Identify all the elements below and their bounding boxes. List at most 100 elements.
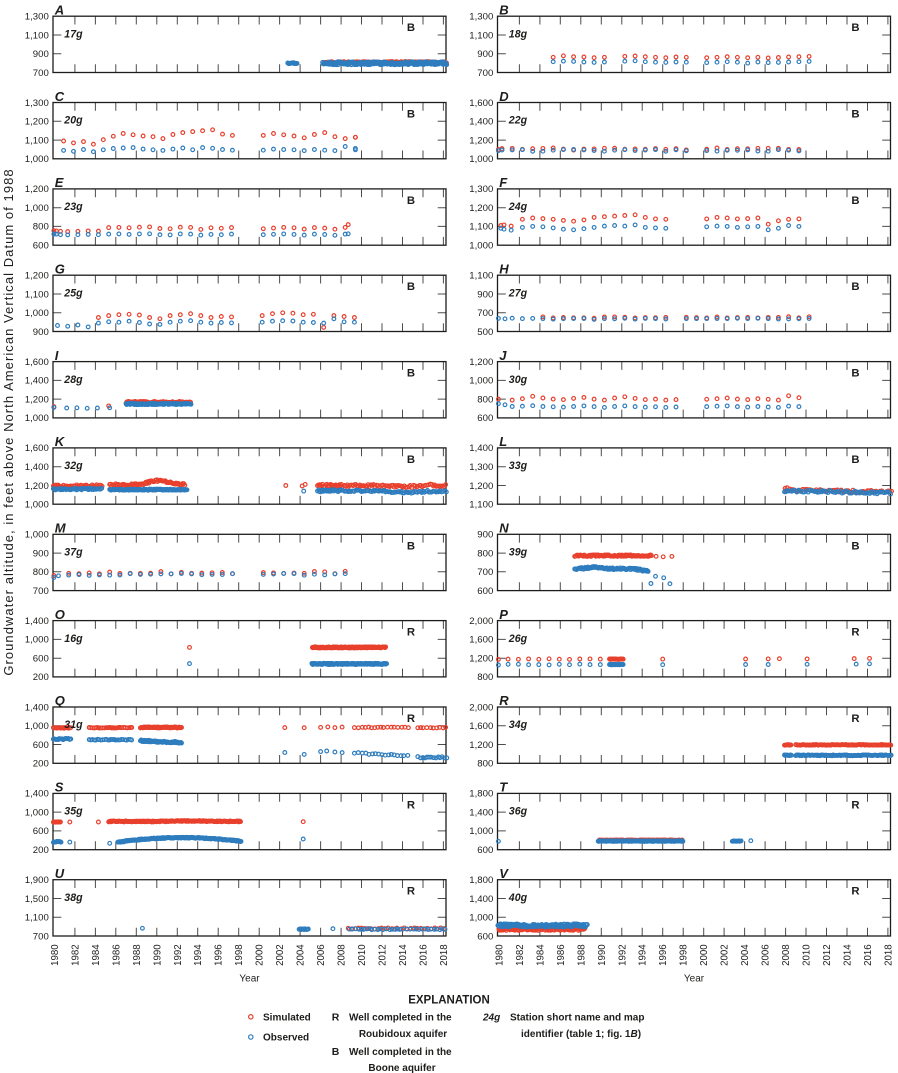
svg-text:S: S [55,780,64,795]
svg-text:200: 200 [33,845,49,856]
svg-text:700: 700 [33,931,49,942]
svg-text:1,400: 1,400 [25,789,49,800]
svg-text:1986: 1986 [556,944,567,966]
svg-text:2008: 2008 [337,944,348,966]
svg-text:2018: 2018 [883,944,894,966]
svg-text:600: 600 [33,740,49,751]
svg-text:800: 800 [33,567,49,578]
svg-text:1,100: 1,100 [469,30,493,41]
svg-text:1,800: 1,800 [469,789,493,800]
svg-text:B: B [332,1046,340,1058]
svg-text:26g: 26g [508,633,528,645]
svg-text:G: G [55,261,65,276]
svg-text:1,000: 1,000 [25,203,49,214]
svg-text:1,000: 1,000 [469,241,493,252]
svg-text:1,200: 1,200 [469,135,493,146]
svg-text:U: U [55,866,65,881]
svg-text:900: 900 [33,327,49,338]
svg-text:B: B [407,540,415,552]
svg-text:2010: 2010 [802,944,813,966]
svg-text:1988: 1988 [576,944,587,966]
svg-text:200: 200 [33,759,49,770]
svg-text:1,900: 1,900 [25,875,49,886]
svg-text:1,200: 1,200 [25,481,49,492]
svg-text:1,200: 1,200 [469,740,493,751]
svg-text:2006: 2006 [761,944,772,966]
svg-text:R: R [407,713,415,725]
svg-text:B: B [851,540,859,552]
svg-text:identifier (table 1; fig. 1B): identifier (table 1; fig. 1B) [521,1029,641,1040]
svg-text:2,000: 2,000 [469,616,493,627]
svg-text:1,300: 1,300 [25,98,49,109]
svg-text:M: M [55,521,67,536]
svg-text:1988: 1988 [132,944,143,966]
svg-text:B: B [407,22,415,34]
svg-text:2002: 2002 [275,944,286,966]
svg-text:27g: 27g [508,287,528,299]
svg-text:1,000: 1,000 [25,308,49,319]
svg-text:R: R [851,799,859,811]
svg-text:Roubidoux aquifer: Roubidoux aquifer [359,1029,447,1040]
svg-text:39g: 39g [509,547,528,559]
svg-text:1,000: 1,000 [25,635,49,646]
svg-text:1,500: 1,500 [25,894,49,905]
svg-text:1,300: 1,300 [469,184,493,195]
svg-text:Groundwater altitude, in feet: Groundwater altitude, in feet above Nort… [1,168,16,675]
svg-text:2008: 2008 [781,944,792,966]
svg-text:I: I [55,348,59,363]
svg-text:B: B [851,368,859,380]
svg-text:1982: 1982 [515,944,526,966]
svg-text:20g: 20g [63,115,83,127]
svg-text:R: R [332,1011,340,1023]
svg-text:700: 700 [477,567,493,578]
svg-text:F: F [499,175,508,190]
svg-text:1,300: 1,300 [469,462,493,473]
svg-text:Well completed in the: Well completed in the [349,1047,452,1058]
svg-text:28g: 28g [63,374,83,386]
svg-text:1,600: 1,600 [469,635,493,646]
svg-text:1984: 1984 [535,944,546,966]
svg-text:900: 900 [477,530,493,541]
svg-text:1,600: 1,600 [25,443,49,454]
svg-text:R: R [851,713,859,725]
svg-text:1,100: 1,100 [25,30,49,41]
svg-text:C: C [55,89,65,104]
svg-text:1,200: 1,200 [469,203,493,214]
svg-text:Observed: Observed [263,1033,309,1044]
svg-text:1994: 1994 [193,944,204,966]
svg-text:L: L [499,434,507,449]
svg-text:33g: 33g [509,460,528,472]
svg-text:P: P [499,607,508,622]
svg-text:1998: 1998 [234,944,245,966]
svg-text:1,400: 1,400 [469,117,493,128]
svg-text:1986: 1986 [111,944,122,966]
svg-text:1,400: 1,400 [469,443,493,454]
svg-text:2014: 2014 [843,944,854,966]
svg-text:A: A [54,2,64,17]
svg-text:J: J [499,348,507,363]
svg-text:1,200: 1,200 [25,394,49,405]
svg-text:R: R [407,799,415,811]
svg-text:34g: 34g [509,719,528,731]
svg-text:16g: 16g [64,633,83,645]
svg-text:Boone aquifer: Boone aquifer [368,1063,435,1073]
svg-text:1,000: 1,000 [25,154,49,165]
svg-text:900: 900 [477,49,493,60]
svg-text:B: B [851,281,859,293]
svg-text:B: B [499,2,508,17]
svg-text:Station short name and map: Station short name and map [510,1012,644,1023]
svg-text:1992: 1992 [617,944,628,966]
svg-text:1,200: 1,200 [469,654,493,665]
svg-text:K: K [55,434,66,449]
svg-text:1,000: 1,000 [469,826,493,837]
svg-text:2006: 2006 [316,944,327,966]
svg-text:600: 600 [477,845,493,856]
svg-text:2012: 2012 [822,944,833,966]
svg-text:B: B [407,281,415,293]
svg-text:1,100: 1,100 [469,222,493,233]
svg-text:1996: 1996 [658,944,669,966]
svg-text:1996: 1996 [214,944,225,966]
svg-text:1,100: 1,100 [25,135,49,146]
svg-text:1,000: 1,000 [469,913,493,924]
svg-text:800: 800 [477,672,493,683]
